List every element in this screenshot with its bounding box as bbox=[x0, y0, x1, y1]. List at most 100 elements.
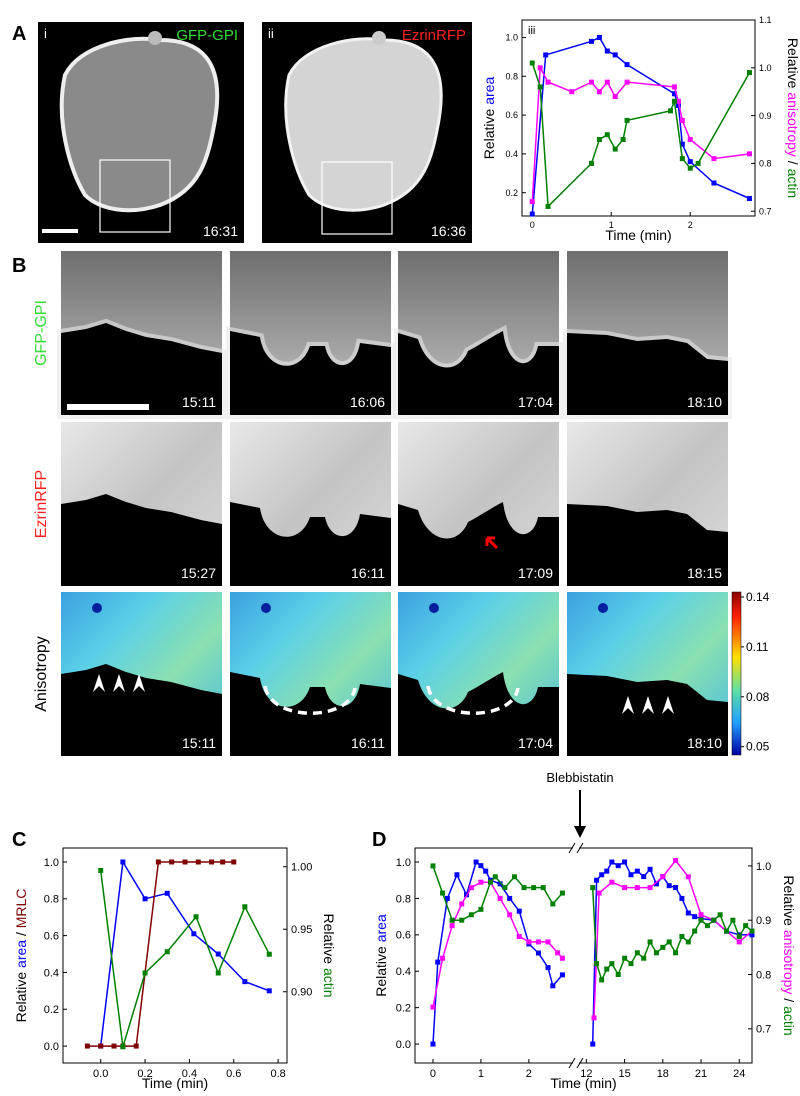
tile: 16:06 bbox=[226, 251, 395, 419]
x-tick-label: 0.8 bbox=[270, 1068, 285, 1080]
x-tick-label: 18 bbox=[657, 1068, 669, 1080]
axis-label-part: Relative bbox=[781, 875, 797, 929]
data-point bbox=[609, 961, 615, 967]
axis-break bbox=[576, 1057, 584, 1069]
timestamp: 16:06 bbox=[350, 394, 385, 410]
series-line bbox=[591, 887, 753, 982]
data-point bbox=[497, 881, 503, 887]
panel-label: iii bbox=[528, 25, 535, 37]
y2-tick-label: 0.9 bbox=[756, 915, 771, 927]
data-point bbox=[647, 866, 653, 872]
data-point bbox=[468, 912, 474, 918]
x-tick-label: 2 bbox=[688, 220, 693, 230]
data-point bbox=[590, 1041, 596, 1047]
data-point bbox=[615, 863, 621, 869]
data-point bbox=[507, 895, 513, 901]
data-point bbox=[473, 859, 479, 865]
data-point bbox=[679, 156, 685, 162]
data-point bbox=[430, 863, 436, 869]
data-point bbox=[120, 859, 126, 865]
annotation: Blebbistatin bbox=[546, 770, 613, 785]
data-point bbox=[711, 917, 717, 923]
x-tick-label: 0.4 bbox=[182, 1068, 197, 1080]
data-point bbox=[537, 65, 543, 71]
data-point bbox=[430, 1004, 436, 1010]
panel-label: C bbox=[12, 829, 26, 851]
data-point bbox=[628, 961, 634, 967]
data-point bbox=[169, 859, 175, 865]
axis-label: Relative area bbox=[481, 77, 497, 160]
data-point bbox=[435, 959, 441, 965]
data-point bbox=[628, 872, 634, 878]
axis-label-part: Relative bbox=[481, 105, 497, 159]
data-point bbox=[612, 93, 618, 99]
background bbox=[567, 504, 728, 586]
plot-frame bbox=[62, 847, 288, 1064]
axis-label-part: area bbox=[13, 940, 29, 968]
axis-label-part: Relative bbox=[373, 942, 389, 996]
data-point bbox=[529, 60, 535, 66]
axis-label: Relative area / MRLC bbox=[13, 889, 29, 1023]
data-point bbox=[594, 877, 600, 883]
data-point bbox=[511, 874, 517, 880]
timestamp: 17:04 bbox=[518, 735, 553, 751]
data-point bbox=[717, 912, 723, 918]
data-point bbox=[687, 165, 693, 171]
data-point bbox=[266, 951, 272, 957]
cell-bleb bbox=[372, 31, 386, 45]
data-point bbox=[671, 84, 677, 90]
data-point bbox=[459, 901, 465, 907]
data-point bbox=[220, 859, 226, 865]
y2-tick-label: 0.90 bbox=[291, 987, 312, 999]
data-point bbox=[746, 151, 752, 157]
series-line bbox=[531, 65, 750, 202]
channel-label: GFP-GPI bbox=[176, 27, 238, 44]
data-point bbox=[622, 955, 628, 961]
data-point bbox=[673, 857, 679, 863]
axis-label-part: / bbox=[785, 157, 800, 169]
data-point bbox=[589, 38, 595, 44]
panel-label: D bbox=[372, 829, 386, 851]
axis-label-part: Relative bbox=[785, 38, 800, 92]
series-line bbox=[593, 859, 753, 1018]
data-point bbox=[653, 950, 659, 956]
data-point bbox=[440, 890, 446, 896]
data-point bbox=[641, 955, 647, 961]
data-point bbox=[666, 883, 672, 889]
data-point bbox=[634, 950, 640, 956]
data-point bbox=[550, 901, 556, 907]
data-point bbox=[478, 879, 484, 885]
axis-break bbox=[568, 1057, 576, 1069]
data-point bbox=[569, 89, 575, 95]
data-point bbox=[521, 885, 527, 891]
y-tick-label: 1.0 bbox=[396, 857, 411, 869]
data-point bbox=[624, 117, 630, 123]
axis-label: Relative anisotropy / actin bbox=[781, 875, 797, 1035]
data-point bbox=[687, 137, 693, 143]
background bbox=[567, 674, 728, 756]
axis-label-part: Relative bbox=[13, 968, 29, 1022]
timestamp: 17:09 bbox=[518, 565, 553, 581]
axis-label-part: actin bbox=[785, 169, 800, 199]
data-point bbox=[590, 885, 596, 891]
data-point bbox=[543, 52, 549, 58]
arrowhead bbox=[622, 696, 634, 714]
data-point bbox=[599, 977, 605, 983]
x-tick-label: 0 bbox=[430, 1068, 436, 1080]
x-tick-label: 1 bbox=[609, 220, 614, 230]
tile: 18:15 bbox=[567, 422, 728, 586]
data-point bbox=[604, 966, 610, 972]
data-point bbox=[468, 885, 474, 891]
y-tick-label: 0.4 bbox=[396, 966, 411, 978]
colorbar-label: 0.08 bbox=[746, 690, 770, 704]
data-point bbox=[692, 928, 698, 934]
data-point bbox=[182, 859, 188, 865]
data-point bbox=[529, 211, 535, 217]
data-point bbox=[675, 102, 681, 108]
data-point bbox=[559, 890, 565, 896]
scale-bar bbox=[67, 404, 149, 410]
data-point bbox=[615, 972, 621, 978]
axis-label: Relative anisotropy / actin bbox=[785, 38, 800, 198]
arrowhead bbox=[662, 696, 674, 714]
series-line bbox=[87, 861, 234, 1047]
